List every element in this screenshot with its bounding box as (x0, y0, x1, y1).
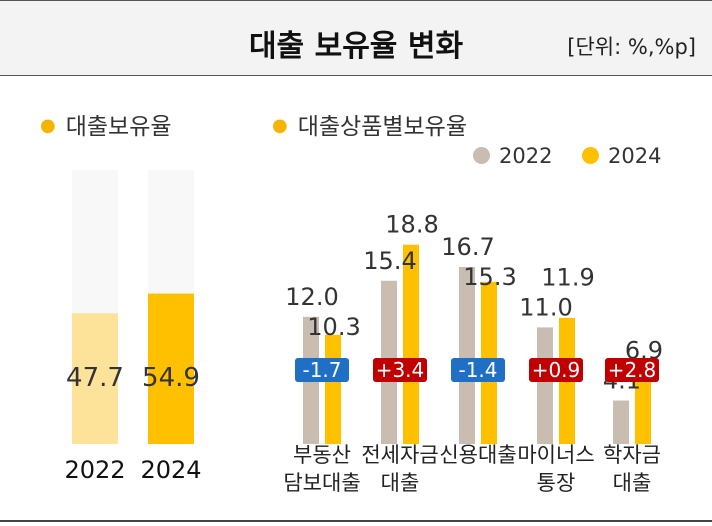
data-label-2022: 12.0 (285, 283, 338, 311)
bar-2022 (72, 313, 118, 444)
change-label: +2.8 (608, 358, 657, 382)
unit-label: [단위: %,%p] (567, 35, 696, 59)
right-section-title-text: 대출상품별보유율 (297, 114, 467, 140)
data-label-2024: 11.9 (541, 263, 594, 291)
change-label: +0.9 (532, 358, 581, 382)
change-label: -1.7 (302, 358, 341, 382)
change-badge (451, 358, 505, 382)
x-tick-label: 신용대출 (439, 443, 516, 467)
data-label-2024: 15.3 (463, 263, 516, 291)
legend-swatch-2024 (582, 147, 599, 164)
data-label-2022: 15.4 (363, 247, 416, 275)
change-label: +3.4 (376, 358, 425, 382)
change-badge (529, 358, 583, 382)
data-label: 54.9 (142, 363, 200, 393)
legend-label: 2022 (499, 144, 553, 168)
x-tick-label: 통장 (537, 471, 576, 495)
bar-2024 (635, 370, 651, 444)
legend-label: 2024 (608, 144, 662, 168)
bullet-dot-icon: ● (40, 115, 56, 136)
x-tick-label: 전세자금 (361, 443, 438, 467)
bar-2022 (613, 400, 629, 444)
data-label: 47.7 (66, 363, 124, 393)
x-tick-label: 대출 (613, 471, 652, 495)
legend-swatch-2022 (473, 147, 490, 164)
left-section-title-text: 대출보유율 (65, 114, 172, 140)
header-band: 대출 보유율 변화 [단위: %,%p] (0, 0, 712, 76)
x-tick-label: 대출 (381, 471, 420, 495)
x-tick-label: 2022 (64, 456, 125, 484)
bar-2022 (537, 327, 553, 444)
bottom-rule (0, 520, 712, 522)
change-badge (605, 358, 659, 382)
bar-2022 (459, 266, 475, 444)
data-label-2022: 11.0 (519, 293, 572, 321)
data-label-2022: 16.7 (441, 233, 494, 261)
x-tick-label: 마이너스 (517, 443, 594, 467)
data-label-2024: 18.8 (385, 211, 438, 239)
bar-2024 (148, 293, 194, 444)
change-badge (373, 358, 427, 382)
change-label: -1.4 (458, 358, 497, 382)
legend-item-2024: 2024 (582, 144, 661, 168)
left-section-title: ● 대출보유율 (40, 107, 172, 141)
legend-item-2022: 2022 (473, 144, 552, 168)
change-badge (295, 358, 349, 382)
data-label-2024: 10.3 (307, 313, 360, 341)
x-tick-label: 부동산 (293, 443, 351, 467)
x-tick-label: 2024 (140, 456, 201, 484)
x-tick-label: 학자금 (603, 443, 661, 467)
bar-2024 (325, 334, 341, 444)
chart-title: 대출 보유율 변화 (248, 29, 464, 64)
x-tick-label: 담보대출 (283, 471, 360, 495)
bullet-dot-icon: ● (272, 115, 288, 136)
right-section-title: ● 대출상품별보유율 (272, 107, 467, 141)
bar-2024 (403, 244, 419, 444)
